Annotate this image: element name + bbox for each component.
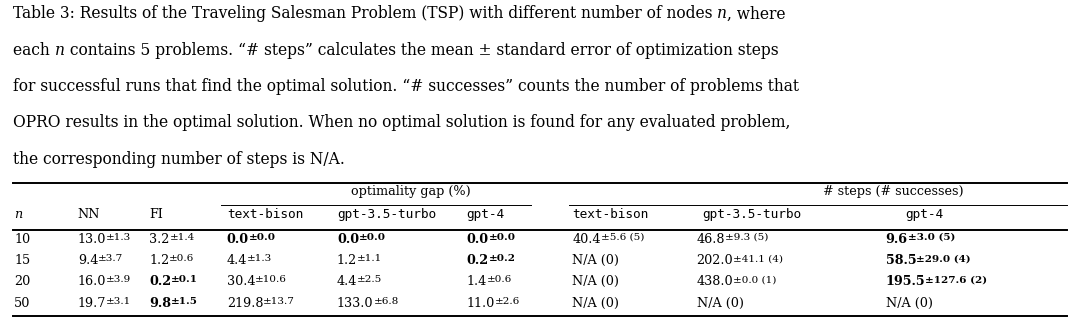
Text: ±5.6 (5): ±5.6 (5) (600, 233, 645, 242)
Text: ±0.6: ±0.6 (170, 254, 194, 263)
Text: each: each (13, 42, 55, 59)
Text: 1.2: 1.2 (337, 254, 357, 267)
Text: ±0.0: ±0.0 (488, 233, 515, 242)
Text: 20: 20 (14, 275, 30, 288)
Text: ±1.3: ±1.3 (106, 233, 132, 242)
Text: 9.4: 9.4 (78, 254, 98, 267)
Text: N/A (0): N/A (0) (572, 254, 620, 267)
Text: n: n (717, 5, 727, 22)
Text: text-bison: text-bison (227, 208, 303, 221)
Text: gpt-4: gpt-4 (905, 208, 943, 221)
Text: 4.4: 4.4 (337, 275, 357, 288)
Text: N/A (0): N/A (0) (572, 275, 620, 288)
Text: ±13.7: ±13.7 (264, 297, 295, 306)
Text: ±41.1 (4): ±41.1 (4) (733, 254, 783, 263)
Text: 438.0: 438.0 (697, 275, 733, 288)
Text: contains 5 problems. “# steps” calculates the mean ± standard error of optimizat: contains 5 problems. “# steps” calculate… (65, 42, 779, 59)
Text: 0.2: 0.2 (149, 275, 171, 288)
Text: gpt-4: gpt-4 (467, 208, 504, 221)
Text: 0.2: 0.2 (467, 254, 488, 267)
Text: 1.2: 1.2 (149, 254, 170, 267)
Text: ±0.0: ±0.0 (248, 233, 275, 242)
Text: 58.5: 58.5 (886, 254, 916, 267)
Text: ±6.8: ±6.8 (374, 297, 399, 306)
Text: 30.4: 30.4 (227, 275, 255, 288)
Text: 13.0: 13.0 (78, 233, 106, 246)
Text: 0.0: 0.0 (227, 233, 248, 246)
Text: 46.8: 46.8 (697, 233, 725, 246)
Text: ±0.0 (1): ±0.0 (1) (733, 275, 777, 284)
Text: n: n (55, 42, 65, 59)
Text: N/A (0): N/A (0) (886, 297, 933, 309)
Text: gpt-3.5-turbo: gpt-3.5-turbo (702, 208, 801, 221)
Text: for successful runs that find the optimal solution. “# successes” counts the num: for successful runs that find the optima… (13, 78, 799, 95)
Text: ±0.6: ±0.6 (487, 275, 512, 284)
Text: 195.5: 195.5 (886, 275, 926, 288)
Text: 219.8: 219.8 (227, 297, 264, 309)
Text: ±2.6: ±2.6 (495, 297, 521, 306)
Text: ±1.4: ±1.4 (170, 233, 194, 242)
Text: FI: FI (149, 208, 163, 221)
Text: text-bison: text-bison (572, 208, 649, 221)
Text: n: n (14, 208, 23, 221)
Text: Table 3: Results of the Traveling Salesman Problem (TSP) with different number o: Table 3: Results of the Traveling Salesm… (13, 5, 717, 22)
Text: ±3.9: ±3.9 (106, 275, 132, 284)
Text: 15: 15 (14, 254, 30, 267)
Text: ±9.3 (5): ±9.3 (5) (725, 233, 769, 242)
Text: 9.8: 9.8 (149, 297, 171, 309)
Text: ±3.0 (5): ±3.0 (5) (907, 233, 955, 242)
Text: 50: 50 (14, 297, 30, 309)
Text: , where: , where (727, 5, 786, 22)
Text: ±1.5: ±1.5 (171, 297, 198, 306)
Text: 4.4: 4.4 (227, 254, 247, 267)
Text: ±3.1: ±3.1 (106, 297, 132, 306)
Text: 9.6: 9.6 (886, 233, 907, 246)
Text: the corresponding number of steps is N/A.: the corresponding number of steps is N/A… (13, 151, 345, 168)
Text: ±10.6: ±10.6 (255, 275, 287, 284)
Text: ±2.5: ±2.5 (357, 275, 382, 284)
Text: 10: 10 (14, 233, 30, 246)
Text: 3.2: 3.2 (149, 233, 170, 246)
Text: 19.7: 19.7 (78, 297, 106, 309)
Text: 16.0: 16.0 (78, 275, 106, 288)
Text: 202.0: 202.0 (697, 254, 733, 267)
Text: ±0.0: ±0.0 (359, 233, 386, 242)
Text: OPRO results in the optimal solution. When no optimal solution is found for any : OPRO results in the optimal solution. Wh… (13, 114, 791, 131)
Text: 133.0: 133.0 (337, 297, 374, 309)
Text: ±0.1: ±0.1 (171, 275, 198, 284)
Text: ±0.2: ±0.2 (488, 254, 515, 263)
Text: N/A (0): N/A (0) (572, 297, 620, 309)
Text: N/A (0): N/A (0) (697, 297, 744, 309)
Text: gpt-3.5-turbo: gpt-3.5-turbo (337, 208, 436, 221)
Text: 1.4: 1.4 (467, 275, 487, 288)
Text: # steps (# successes): # steps (# successes) (823, 185, 963, 198)
Text: ±3.7: ±3.7 (98, 254, 123, 263)
Text: NN: NN (78, 208, 100, 221)
Text: ±1.3: ±1.3 (247, 254, 272, 263)
Text: 0.0: 0.0 (467, 233, 488, 246)
Text: ±127.6 (2): ±127.6 (2) (926, 275, 987, 284)
Text: optimality gap (%): optimality gap (%) (351, 185, 471, 198)
Text: 0.0: 0.0 (337, 233, 359, 246)
Text: 11.0: 11.0 (467, 297, 495, 309)
Text: ±1.1: ±1.1 (357, 254, 382, 263)
Text: 40.4: 40.4 (572, 233, 600, 246)
Text: ±29.0 (4): ±29.0 (4) (916, 254, 971, 263)
